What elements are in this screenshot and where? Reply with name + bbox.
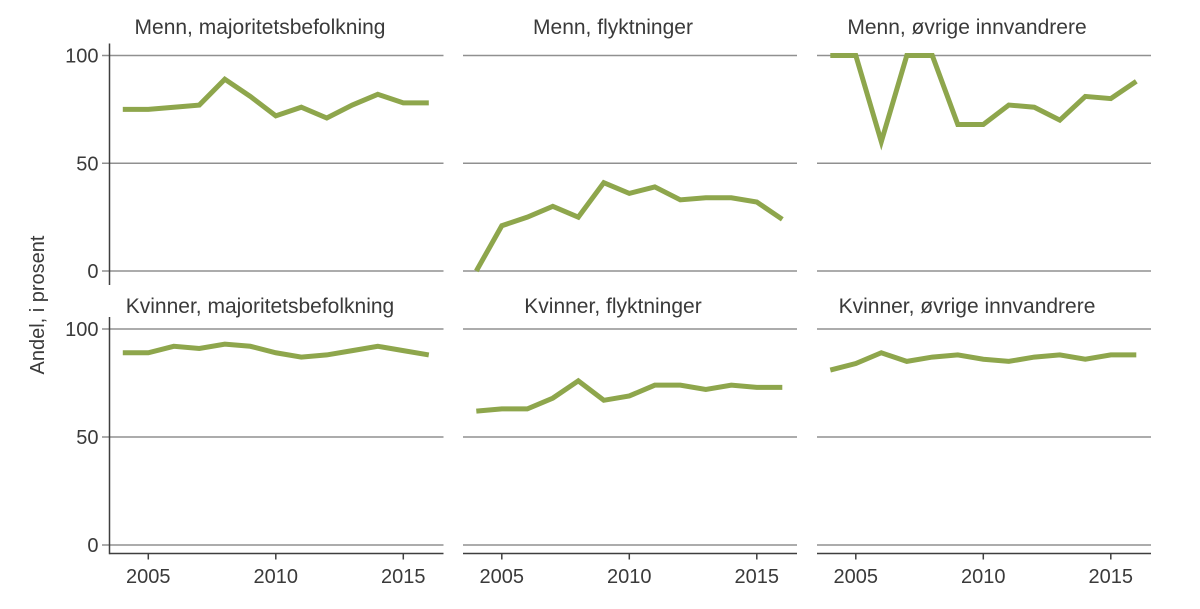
panel-4: 2005 2010 2015 [463, 328, 797, 588]
data-line [829, 350, 1137, 373]
data-line [122, 75, 429, 121]
y-tick-label: 50 [76, 427, 98, 449]
panel-1 [463, 54, 797, 273]
x-tick-label: 2015 [381, 566, 426, 588]
panel-5: 2005 2010 2015 [817, 328, 1151, 588]
y-axis-label: Andel, i prosent [27, 235, 49, 375]
x-tick-label: 2005 [126, 566, 171, 588]
y-tick-label: 50 [76, 153, 98, 175]
panel-title-kvinner-ovrige-innvandrere: Kvinner, øvrige innvandrere [838, 295, 1096, 318]
panel-title-kvinner-flyktninger: Kvinner, flyktninger [524, 295, 702, 318]
x-tick-label: 2010 [607, 566, 652, 588]
x-tick-label: 2010 [254, 566, 299, 588]
data-line [476, 377, 783, 414]
panel-title-menn-majoritetsbefolkning: Menn, majoritetsbefolkning [134, 16, 386, 39]
y-tick-label: 0 [87, 261, 98, 283]
panel-3: 0 50 100 2005 2010 2015 [65, 317, 444, 588]
y-tick-label: 100 [65, 319, 98, 341]
x-tick-label: 2015 [735, 566, 780, 588]
y-tick-label: 0 [87, 535, 98, 557]
data-line [122, 341, 430, 360]
x-tick-label: 2010 [961, 566, 1006, 588]
panel-title-kvinner-majoritetsbefolkning: Kvinner, majoritetsbefolkning [125, 295, 395, 318]
data-line [830, 53, 1138, 151]
x-tick-label: 2005 [834, 566, 879, 588]
y-tick-label: 100 [65, 46, 98, 68]
panel-0: 0 50 100 [65, 43, 444, 285]
data-line [474, 179, 784, 273]
panel-title-menn-flyktninger: Menn, flyktninger [533, 16, 693, 39]
panel-2 [817, 53, 1151, 272]
x-tick-label: 2015 [1089, 566, 1134, 588]
x-tick-label: 2005 [480, 566, 525, 588]
panel-title-menn-ovrige-innvandrere: Menn, øvrige innvandrere [847, 16, 1087, 39]
